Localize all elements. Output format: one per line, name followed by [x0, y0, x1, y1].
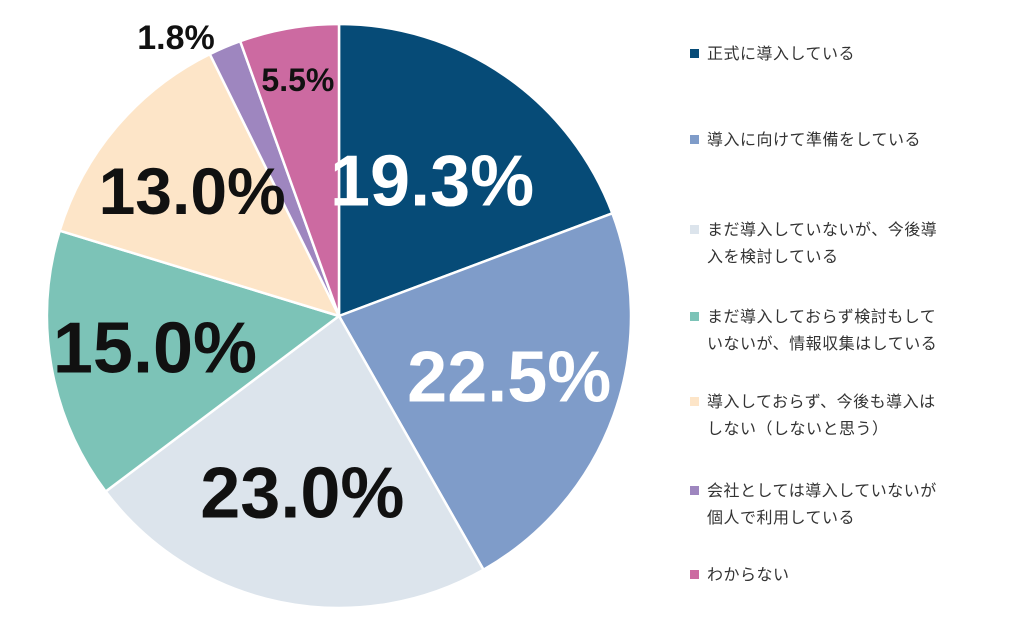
slice-value-label: 5.5%	[261, 62, 334, 98]
legend-label: わからない	[707, 565, 790, 584]
legend-label: 会社としては導入していないが 個人で利用している	[707, 481, 937, 527]
legend-swatch	[690, 225, 699, 234]
legend-label: 正式に導入している	[707, 44, 856, 63]
legend-item-not-adopting: 導入しておらず、今後も導入は しない（しないと思う）	[690, 388, 1010, 442]
pie-slice	[238, 22, 341, 318]
legend-swatch	[690, 312, 699, 321]
legend-swatch	[690, 570, 699, 579]
legend-swatch	[690, 486, 699, 495]
pie-slice	[104, 314, 485, 610]
legend-label: まだ導入しておらず検討もして いないが、情報収集はしている	[707, 307, 938, 353]
slice-value-label: 1.8%	[137, 19, 215, 57]
slice-value-label: 19.3%	[330, 142, 534, 222]
pie-slice	[58, 52, 341, 318]
slice-value-label: 15.0%	[53, 308, 257, 388]
legend-label: 導入しておらず、今後も導入は しない（しないと思う）	[707, 392, 936, 438]
pie-slice	[45, 229, 341, 493]
legend-swatch	[690, 49, 699, 58]
legend-label: まだ導入していないが、今後導 入を検討している	[707, 220, 938, 266]
legend-item-unknown: わからない	[690, 561, 1010, 588]
legend: 正式に導入している 導入に向けて準備をしている まだ導入していないが、今後導 入…	[690, 0, 1024, 633]
legend-item-preparing: 導入に向けて準備をしている	[690, 126, 1010, 153]
legend-swatch	[690, 397, 699, 406]
legend-item-considering: まだ導入していないが、今後導 入を検討している	[690, 216, 1010, 270]
slice-value-label: 22.5%	[407, 338, 611, 418]
legend-item-personal-use: 会社としては導入していないが 個人で利用している	[690, 477, 1010, 531]
legend-item-formally-adopted: 正式に導入している	[690, 40, 1010, 67]
slice-value-label: 23.0%	[200, 453, 404, 533]
pie-slice	[337, 212, 633, 571]
pie-slice	[337, 22, 614, 318]
legend-swatch	[690, 135, 699, 144]
legend-item-gathering-info: まだ導入しておらず検討もして いないが、情報収集はしている	[690, 303, 1010, 357]
legend-label: 導入に向けて準備をしている	[707, 130, 922, 149]
slice-value-label: 13.0%	[99, 154, 286, 228]
